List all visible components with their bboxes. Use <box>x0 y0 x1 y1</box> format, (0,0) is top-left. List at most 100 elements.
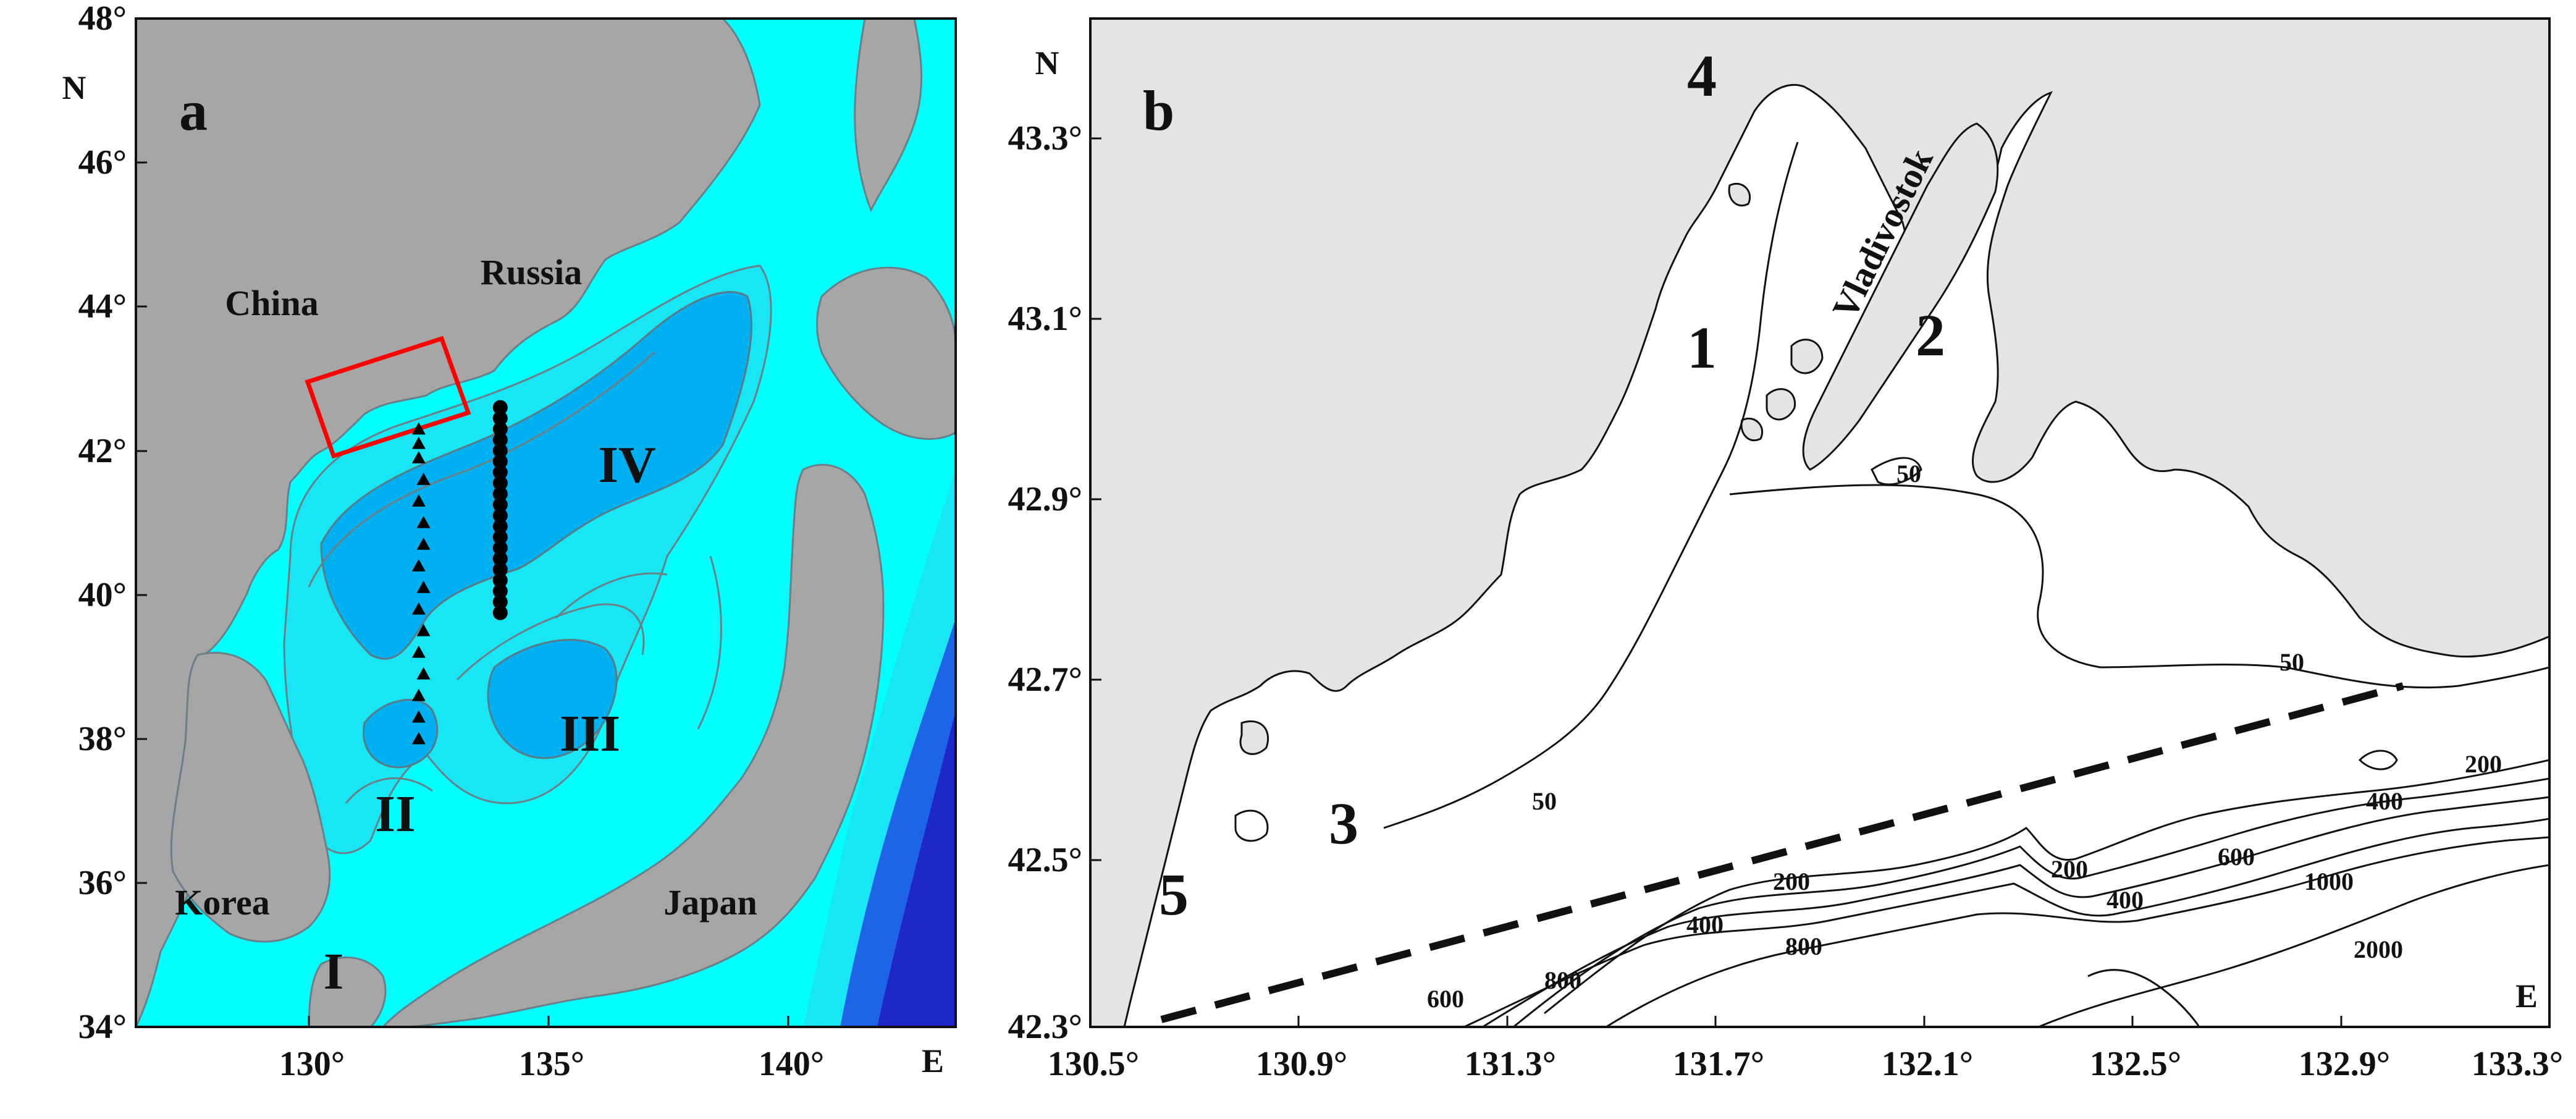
station-triangle <box>411 451 426 463</box>
panel-letter-a: a <box>179 79 208 142</box>
lat-tick-b-42-3: 42.3° <box>1008 1008 1082 1046</box>
station-triangle <box>411 602 426 615</box>
station-circle <box>492 486 508 502</box>
label-japan: Japan <box>663 882 757 923</box>
yamato-basin <box>487 639 618 759</box>
station-triangle <box>416 623 431 636</box>
lake-khasan <box>1234 809 1269 842</box>
station-circle <box>492 410 508 426</box>
station-triangle <box>416 537 431 550</box>
lon-tick-b-131-3: 131.3° <box>1465 1045 1556 1083</box>
area-label-1: 1 <box>1687 315 1717 381</box>
station-circle <box>492 465 508 480</box>
station-circle <box>492 432 508 447</box>
land-sakhalin <box>854 19 923 213</box>
ticks-b <box>1090 137 2342 1027</box>
lon-tick-b-130-9: 130.9° <box>1256 1045 1347 1083</box>
lat-tick-a-46: 46° <box>78 143 127 182</box>
contour-label-50: 50 <box>2279 648 2304 676</box>
contour-label-50: 50 <box>1896 460 1921 488</box>
bathymetry-contours-a <box>308 351 722 804</box>
ticks-a <box>136 17 789 1027</box>
station-circle <box>492 421 508 437</box>
contour-label-800: 800 <box>1785 932 1822 960</box>
coast-islands <box>1239 182 1824 755</box>
contour-label-2000: 2000 <box>2354 935 2403 963</box>
map-panel-a: 48° 46° 44° 42° 40° 38° 36° 34° 130° 135… <box>62 0 957 1083</box>
lat-tick-a-44: 44° <box>78 287 127 326</box>
station-circle <box>492 562 508 577</box>
land-honshu <box>381 463 885 1027</box>
station-triangle <box>416 580 431 593</box>
contour-label-200: 200 <box>1773 868 1810 895</box>
region-label-iii: III <box>560 705 620 762</box>
contour-label-1000: 1000 <box>2304 868 2354 895</box>
east-label-b: E <box>2515 978 2538 1015</box>
label-korea: Korea <box>175 882 270 923</box>
station-circle <box>492 454 508 469</box>
station-circle <box>492 594 508 610</box>
north-label-a: N <box>62 69 86 106</box>
label-china: China <box>225 283 319 323</box>
station-circle <box>492 508 508 523</box>
station-triangle <box>411 688 426 701</box>
study-area-box <box>305 336 471 459</box>
contour-label-400: 400 <box>2366 787 2403 815</box>
station-triangle <box>411 559 426 572</box>
station-circle <box>492 475 508 491</box>
east-label-a: E <box>922 1042 944 1079</box>
contour-label-600: 600 <box>1427 985 1464 1013</box>
station-triangle <box>416 667 431 680</box>
land-primorye <box>1090 19 2549 1027</box>
contour-label-400: 400 <box>2107 886 2144 914</box>
lat-tick-a-36: 36° <box>78 864 127 902</box>
lat-tick-b-43-1: 43.1° <box>1008 300 1082 338</box>
map-panel-b: 43.3° 43.1° 42.9° 42.7° 42.5° 42.3° 130.… <box>1008 17 2563 1083</box>
lat-tick-a-34: 34° <box>78 1008 127 1046</box>
station-circle <box>492 497 508 512</box>
station-circle <box>492 573 508 588</box>
lat-tick-b-42-7: 42.7° <box>1008 661 1082 699</box>
station-triangle <box>411 436 426 449</box>
lon-tick-a-140: 140° <box>759 1045 824 1083</box>
lon-tick-b-131-7: 131.7° <box>1673 1045 1764 1083</box>
frame-a <box>135 17 957 1028</box>
area-label-5: 5 <box>1159 861 1189 927</box>
frame-b <box>1089 17 2551 1028</box>
lon-tick-b-130-5: 130.5° <box>1048 1045 1139 1083</box>
area-label-4: 4 <box>1687 43 1717 109</box>
japan-basin <box>320 291 752 660</box>
area-label-2: 2 <box>1916 302 1945 368</box>
station-triangle <box>411 732 426 745</box>
lat-tick-a-38: 38° <box>78 720 127 758</box>
region-label-iv: IV <box>598 436 655 494</box>
land-hokkaido <box>816 266 956 440</box>
station-circle <box>492 518 508 534</box>
transect-circles <box>492 400 508 620</box>
lon-tick-b-132-5: 132.5° <box>2090 1045 2181 1083</box>
region-label-ii: II <box>375 785 415 843</box>
lat-tick-a-40: 40° <box>78 576 127 614</box>
land-kyushu <box>308 956 387 1027</box>
station-circle <box>492 530 508 545</box>
region-label-i: I <box>324 943 344 1000</box>
bathymetry-contours-b <box>1383 141 2549 1027</box>
contour-label-600: 600 <box>2218 843 2255 871</box>
contour-label-200: 200 <box>2465 750 2502 778</box>
lat-tick-a-48: 48° <box>78 0 127 38</box>
transect-triangles <box>411 422 431 745</box>
station-circle <box>492 605 508 620</box>
lat-tick-a-42: 42° <box>78 432 127 470</box>
land-korea <box>170 651 331 943</box>
station-circle <box>492 540 508 555</box>
station-triangle <box>411 710 426 723</box>
label-russia: Russia <box>481 252 582 292</box>
lon-tick-b-133-3: 133.3° <box>2472 1045 2563 1083</box>
land-vladivostok-peninsula <box>1802 122 1999 471</box>
area-label-3: 3 <box>1329 790 1358 856</box>
station-triangle <box>411 422 426 435</box>
boundary-dashed-line <box>1160 682 2404 1023</box>
contour-label-200: 200 <box>2051 855 2088 883</box>
lon-tick-a-135: 135° <box>519 1045 584 1083</box>
station-triangle <box>411 494 426 507</box>
